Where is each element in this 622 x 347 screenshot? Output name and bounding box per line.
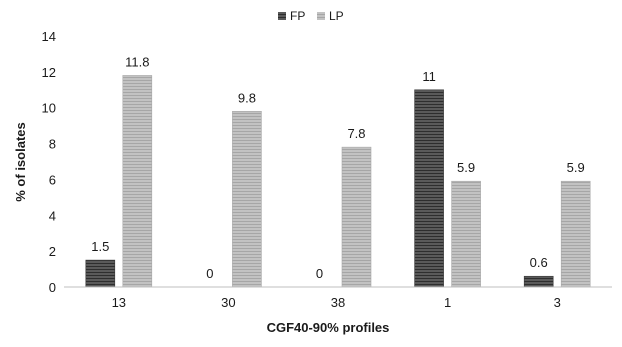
y-tick-label: 8 <box>49 137 56 152</box>
y-tick-label: 0 <box>49 280 56 295</box>
bar-lp-3 <box>560 180 591 288</box>
y-tick-label: 10 <box>42 101 56 116</box>
legend: FP LP <box>278 9 344 23</box>
y-tick-label: 4 <box>49 208 56 223</box>
bar-fp-3 <box>523 275 554 288</box>
bar-lp-38 <box>341 146 372 288</box>
legend-label-lp: LP <box>329 9 344 23</box>
bar-fp-1 <box>414 89 444 288</box>
data-label-fp-38: 0 <box>316 266 323 281</box>
x-tick-label: 13 <box>112 295 126 310</box>
data-label-fp-3: 0.6 <box>530 255 548 270</box>
data-labels: 1.5 11.8 0 9.8 0 7.8 11 5.9 0.6 5.9 <box>91 54 584 281</box>
bar-lp-13 <box>122 75 153 288</box>
bars <box>85 75 591 288</box>
x-axis-ticks: 13 30 38 1 3 <box>112 295 561 310</box>
y-axis-title: % of isolates <box>13 122 28 201</box>
data-label-lp-13: 11.8 <box>125 54 149 69</box>
y-tick-label: 6 <box>49 172 56 187</box>
data-label-lp-1: 5.9 <box>457 160 475 175</box>
y-tick-label: 2 <box>49 244 56 259</box>
y-tick-label: 14 <box>42 29 56 44</box>
data-label-lp-30: 9.8 <box>238 90 256 105</box>
y-axis-ticks: 0 2 4 6 8 10 12 14 <box>42 29 56 295</box>
data-label-fp-30: 0 <box>206 266 213 281</box>
x-tick-label: 3 <box>554 295 561 310</box>
bar-lp-1 <box>451 180 481 288</box>
legend-label-fp: FP <box>290 9 305 23</box>
x-tick-label: 30 <box>221 295 235 310</box>
data-label-lp-3: 5.9 <box>567 160 585 175</box>
y-tick-label: 12 <box>42 65 56 80</box>
bar-lp-30 <box>232 111 262 288</box>
x-tick-label: 1 <box>444 295 451 310</box>
legend-swatch-lp <box>317 12 325 20</box>
data-label-fp-1: 11 <box>422 69 436 84</box>
legend-swatch-fp <box>278 12 286 20</box>
data-label-lp-38: 7.8 <box>347 126 365 141</box>
bar-fp-13 <box>85 259 116 288</box>
x-axis-title: CGF40-90% profiles <box>267 320 390 335</box>
x-tick-label: 38 <box>331 295 345 310</box>
data-label-fp-13: 1.5 <box>91 239 109 254</box>
